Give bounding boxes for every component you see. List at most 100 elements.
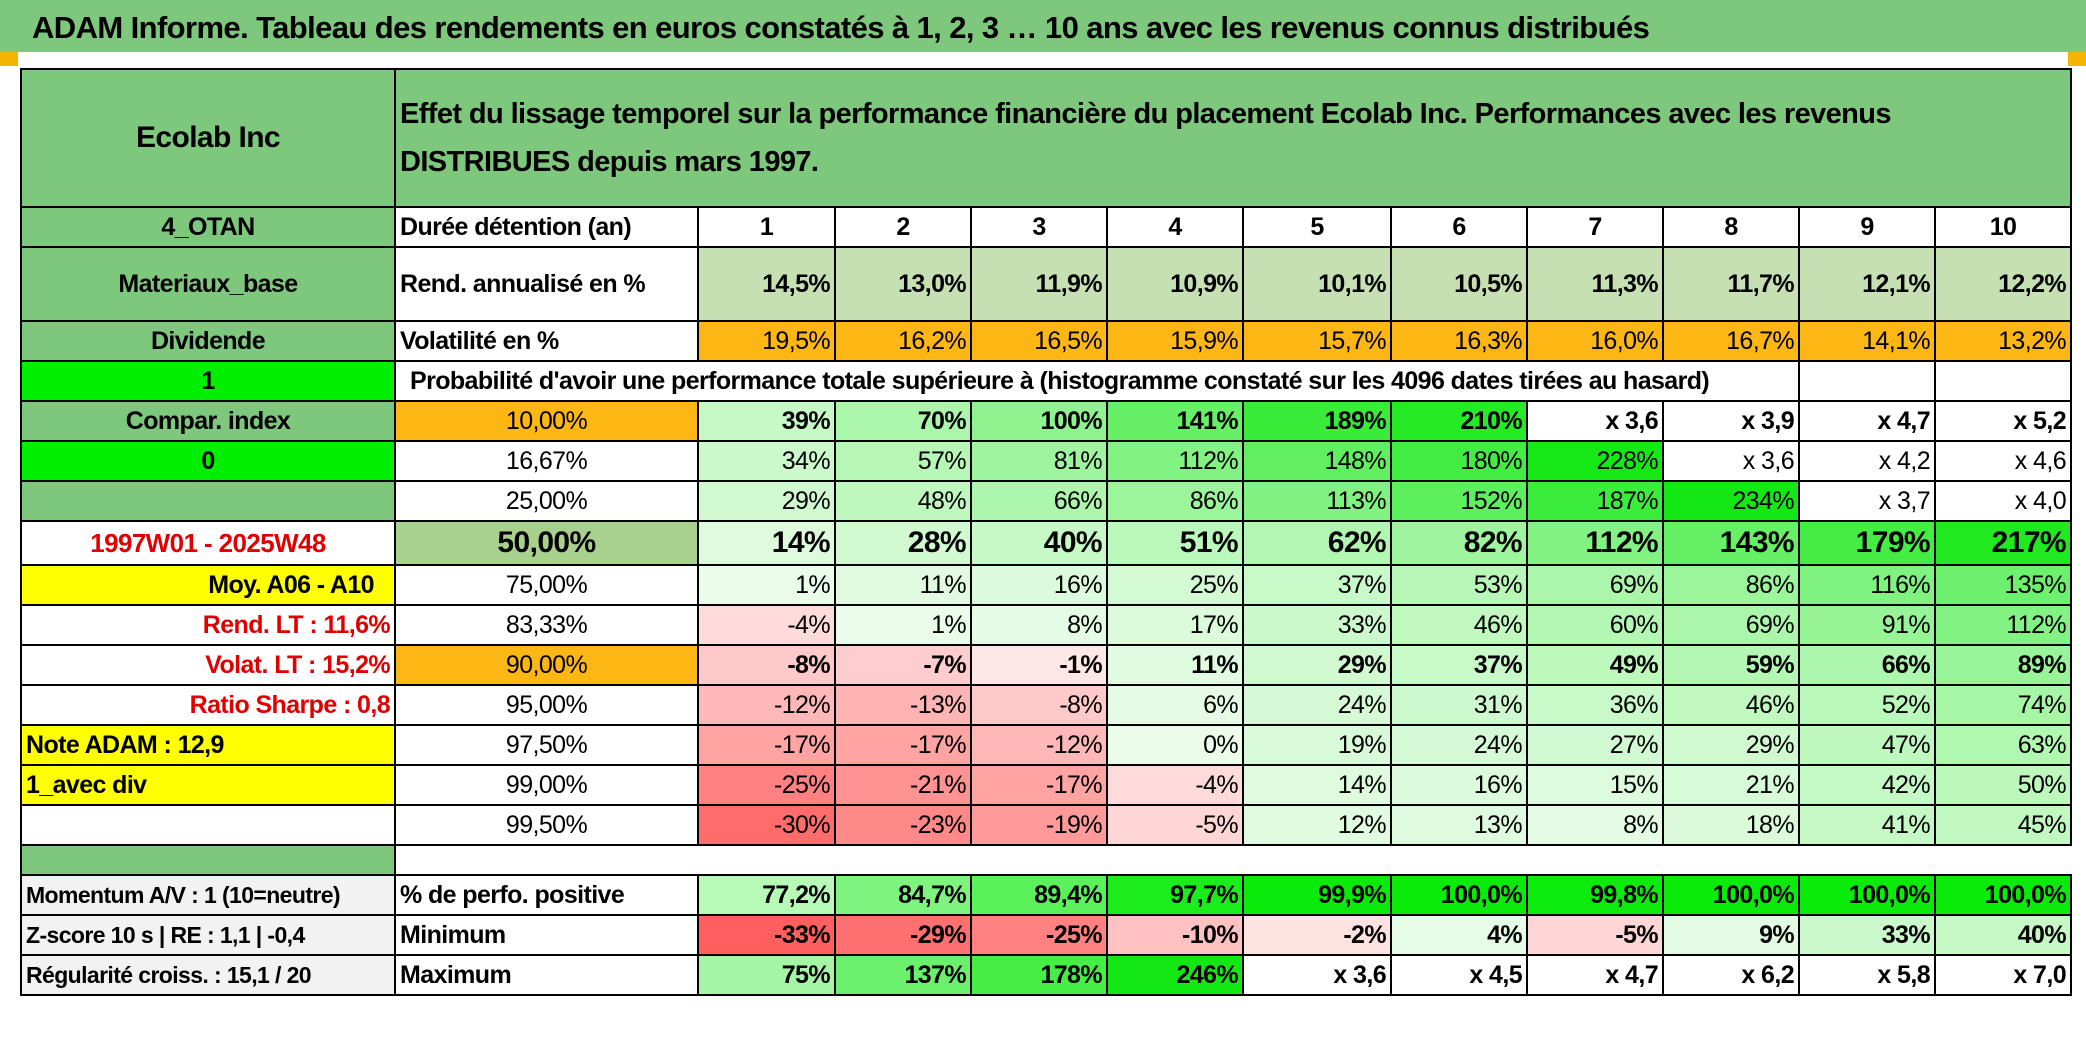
bottom-cell: 100,0%: [1798, 874, 1936, 916]
sector-label: Materiaux_base: [20, 246, 396, 322]
table-description: Effet du lissage temporel sur la perform…: [394, 68, 2072, 208]
proba-cell: 21%: [1662, 764, 1800, 806]
proba-cell: -17%: [834, 724, 972, 766]
percentile-cell: 16,67%: [394, 440, 699, 482]
proba-cell: x 4,2: [1798, 440, 1936, 482]
period-label: 1997W01 - 2025W48: [20, 520, 396, 566]
proba-cell: 33%: [1242, 604, 1392, 646]
avec-div-label: 1_avec div: [20, 764, 396, 806]
proba-cell: 17%: [1106, 604, 1244, 646]
bottom-cell: x 6,2: [1662, 954, 1800, 996]
bottom-cell: 178%: [970, 954, 1108, 996]
bottom-cell: 137%: [834, 954, 972, 996]
bottom-cell: -2%: [1242, 914, 1392, 956]
proba-cell: 70%: [834, 400, 972, 442]
empty-left-cell: [20, 480, 396, 522]
proba-cell: -1%: [970, 644, 1108, 686]
bottom-cell: 4%: [1390, 914, 1528, 956]
duree-label: Durée détention (an): [394, 206, 699, 248]
year-header: 4: [1106, 206, 1244, 248]
proba-cell: -19%: [970, 804, 1108, 846]
proba-cell: -17%: [697, 724, 836, 766]
proba-cell: -8%: [970, 684, 1108, 726]
percentile-cell: 99,50%: [394, 804, 699, 846]
vol-cell: 16,0%: [1526, 320, 1664, 362]
proba-cell: 234%: [1662, 480, 1800, 522]
proba-cell: 152%: [1390, 480, 1528, 522]
year-header: 8: [1662, 206, 1800, 248]
proba-cell: x 4,6: [1934, 440, 2072, 482]
corner-marker: [0, 52, 18, 66]
bottom-cell: 77,2%: [697, 874, 836, 916]
bottom-cell: -5%: [1526, 914, 1664, 956]
proba-cell: 14%: [697, 520, 836, 566]
bottom-cell: 246%: [1106, 954, 1244, 996]
vol-cell: 16,2%: [834, 320, 972, 362]
proba-cell: 40%: [970, 520, 1108, 566]
rend-cell: 14,5%: [697, 246, 836, 322]
bottom-cell: 9%: [1662, 914, 1800, 956]
rend-cell: 10,9%: [1106, 246, 1244, 322]
proba-cell: 8%: [1526, 804, 1664, 846]
proba-cell: 29%: [697, 480, 836, 522]
proba-cell: -25%: [697, 764, 836, 806]
proba-cell: 141%: [1106, 400, 1244, 442]
percentile-cell: 83,33%: [394, 604, 699, 646]
proba-cell: 8%: [970, 604, 1108, 646]
percentile-cell: 97,50%: [394, 724, 699, 766]
bottom-cell: 99,8%: [1526, 874, 1664, 916]
proba-cell: 189%: [1242, 400, 1392, 442]
bottom-cell: 89,4%: [970, 874, 1108, 916]
proba-cell: 82%: [1390, 520, 1528, 566]
proba-cell: 24%: [1390, 724, 1528, 766]
bottom-row-label: Minimum: [394, 914, 699, 956]
bottom-cell: x 7,0: [1934, 954, 2072, 996]
proba-cell: 86%: [1662, 564, 1800, 606]
proba-cell: 74%: [1934, 684, 2072, 726]
vol-cell: 19,5%: [697, 320, 836, 362]
proba-cell: x 4,7: [1798, 400, 1936, 442]
proba-cell: 45%: [1934, 804, 2072, 846]
proba-cell: 36%: [1526, 684, 1664, 726]
proba-cell: 48%: [834, 480, 972, 522]
bottom-cell: x 5,8: [1798, 954, 1936, 996]
proba-cell: 24%: [1242, 684, 1392, 726]
proba-cell: -30%: [697, 804, 836, 846]
vol-cell: 16,5%: [970, 320, 1108, 362]
rend-cell: 12,2%: [1934, 246, 2072, 322]
bottom-cell: x 3,6: [1242, 954, 1392, 996]
proba-cell: 25%: [1106, 564, 1244, 606]
proba-cell: 27%: [1526, 724, 1664, 766]
performance-table: Ecolab Inc Effet du lissage temporel sur…: [20, 68, 2072, 996]
proba-cell: 13%: [1390, 804, 1528, 846]
sharpe-label: Ratio Sharpe : 0,8: [20, 684, 396, 726]
proba-cell: 29%: [1242, 644, 1392, 686]
bottom-cell: 40%: [1934, 914, 2072, 956]
percentile-cell: 95,00%: [394, 684, 699, 726]
year-header: 5: [1242, 206, 1392, 248]
vol-cell: 14,1%: [1798, 320, 1936, 362]
proba-cell: 60%: [1526, 604, 1664, 646]
proba-cell: 69%: [1526, 564, 1664, 606]
proba-cell: 69%: [1662, 604, 1800, 646]
rend-cell: 13,0%: [834, 246, 972, 322]
bottom-cell: 99,9%: [1242, 874, 1392, 916]
proba-cell: 16%: [1390, 764, 1528, 806]
proba-cell: 113%: [1242, 480, 1392, 522]
proba-cell: 14%: [1242, 764, 1392, 806]
year-header: 7: [1526, 206, 1664, 248]
bottom-cell: x 4,7: [1526, 954, 1664, 996]
vol-cell: 13,2%: [1934, 320, 2072, 362]
regularite-label: Régularité croiss. : 15,1 / 20: [20, 954, 396, 996]
proba-cell: 15%: [1526, 764, 1664, 806]
otan-label: 4_OTAN: [20, 206, 396, 248]
proba-cell: 6%: [1106, 684, 1244, 726]
proba-cell: 28%: [834, 520, 972, 566]
vol-cell: 15,9%: [1106, 320, 1244, 362]
moy-label: Moy. A06 - A10: [20, 564, 396, 606]
proba-cell: 62%: [1242, 520, 1392, 566]
bottom-row-label: Maximum: [394, 954, 699, 996]
percentile-cell: 90,00%: [394, 644, 699, 686]
company-name: Ecolab Inc: [20, 68, 396, 208]
flag-one: 1: [20, 360, 396, 402]
